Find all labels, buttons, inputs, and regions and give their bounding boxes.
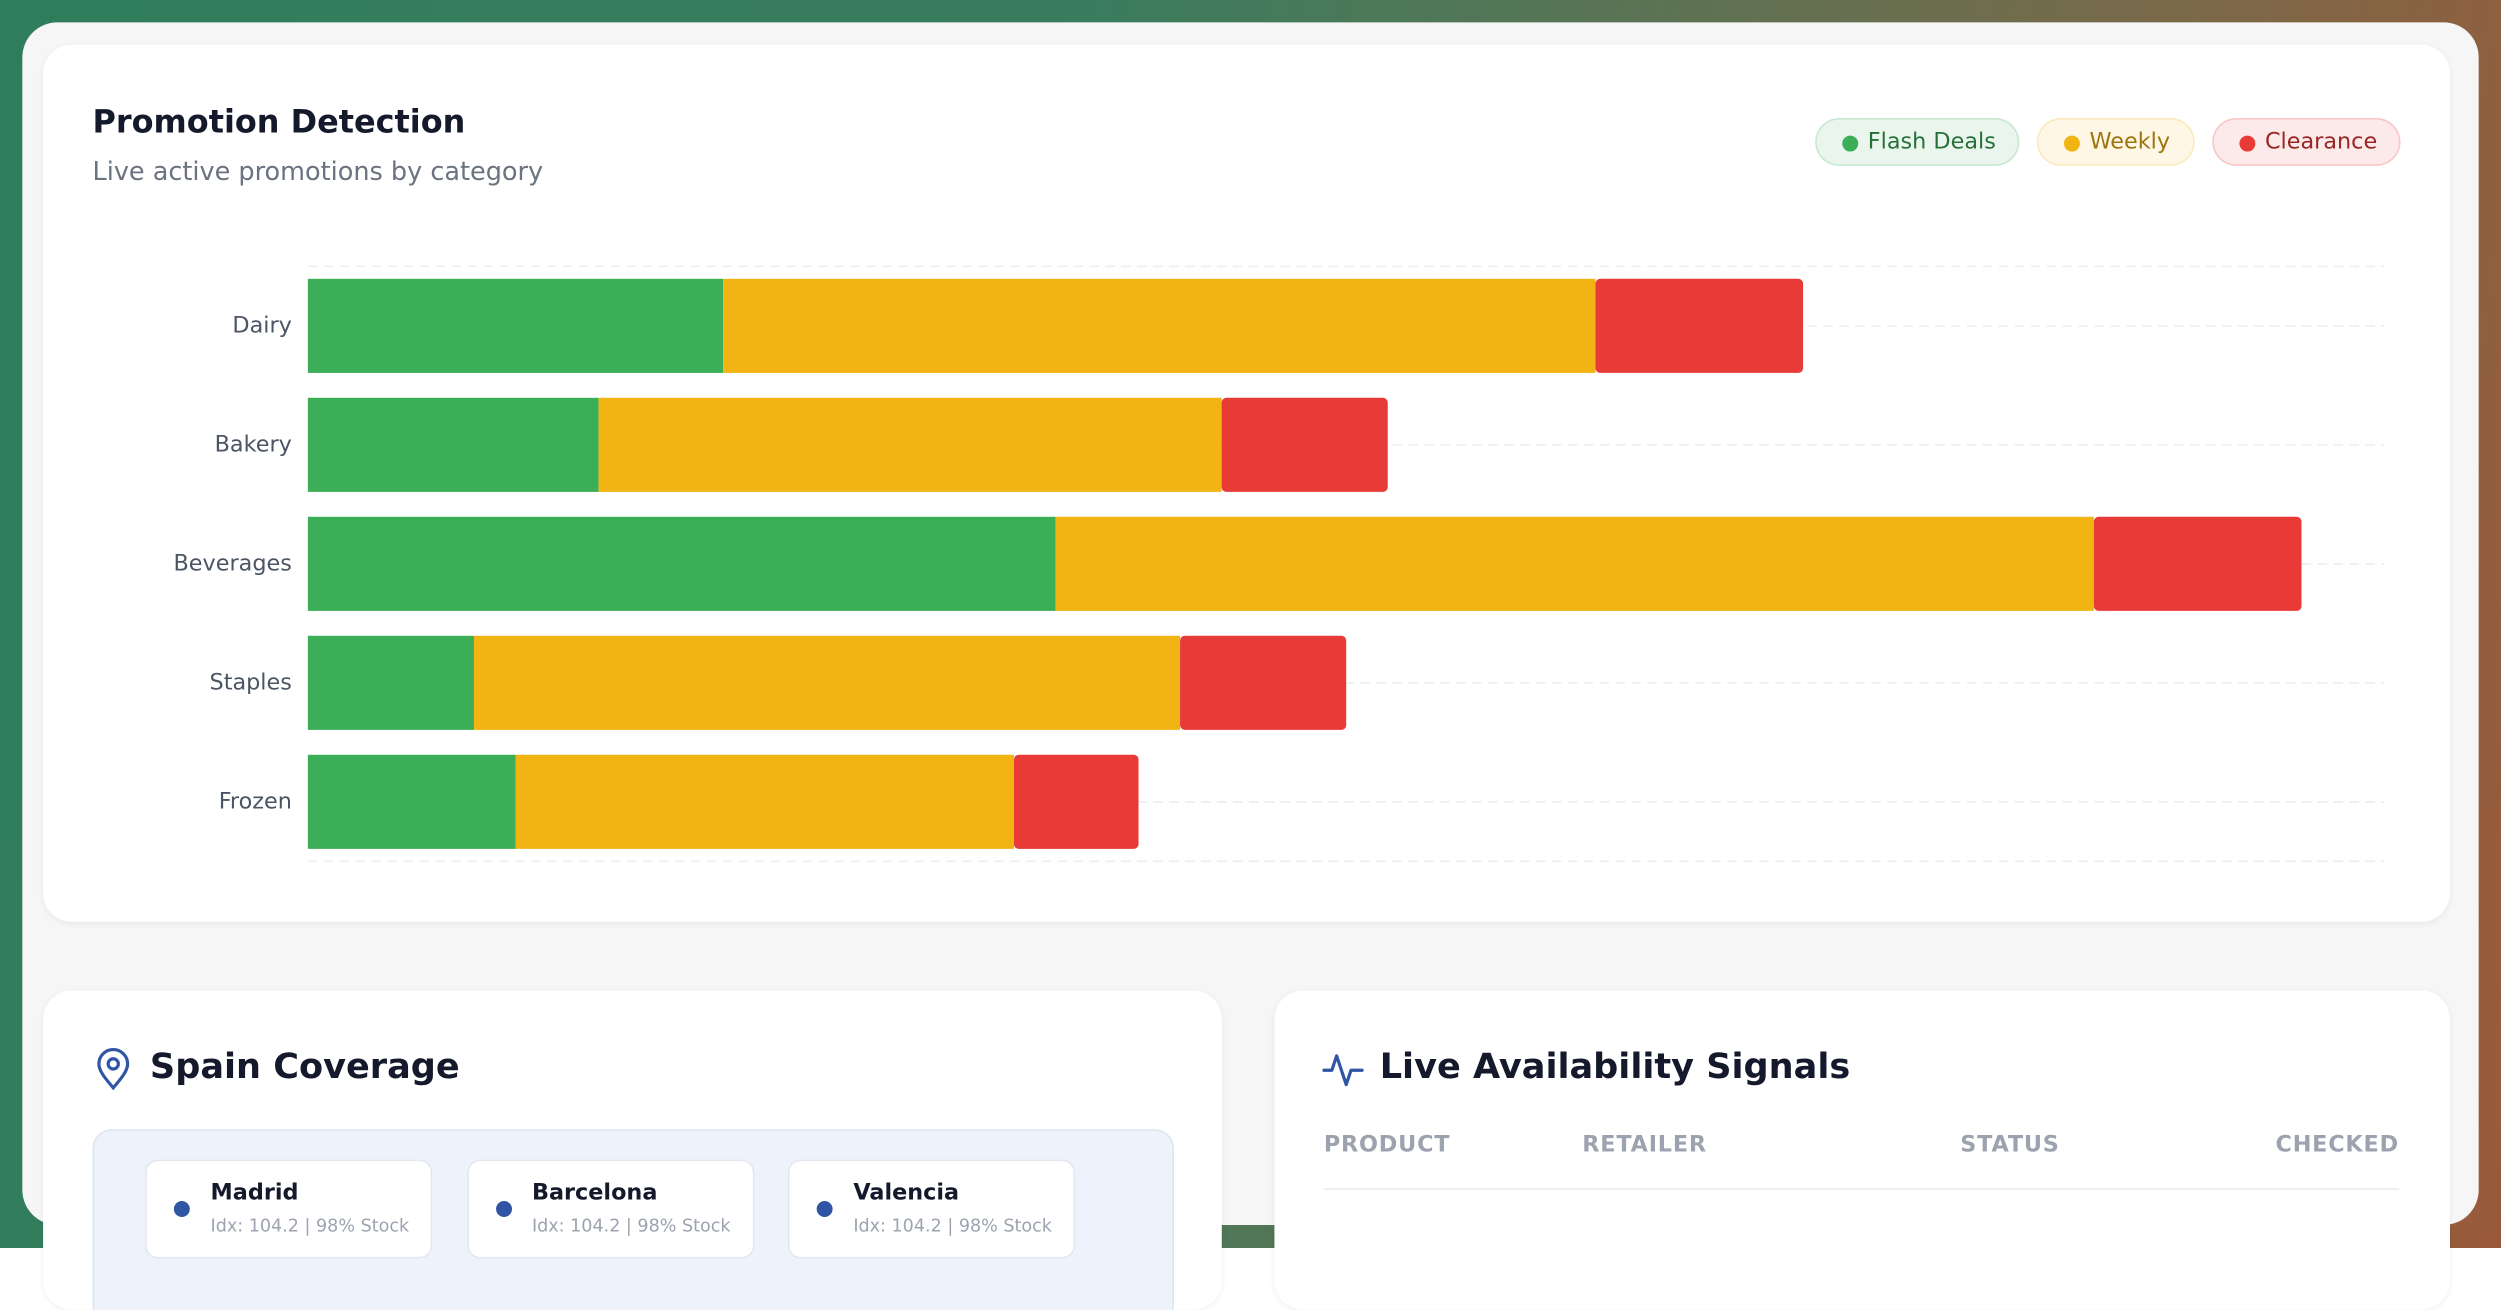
city-card: Madrid Idx: 104.2 | 98% Stock xyxy=(145,1159,433,1259)
legend-swatch xyxy=(1842,135,1859,152)
category-label: Dairy xyxy=(232,312,291,338)
city-dot xyxy=(173,1201,190,1218)
legend-label: Flash Deals xyxy=(1867,129,1996,155)
chart-subtitle: Live active promotions by category xyxy=(92,156,544,187)
city-dot xyxy=(816,1201,833,1218)
pin-icon xyxy=(97,1048,130,1091)
city-name: Madrid xyxy=(210,1180,299,1206)
city-detail: Idx: 104.2 | 98% Stock xyxy=(210,1215,410,1237)
legend-item: Weekly xyxy=(2036,118,2195,166)
city-detail: Idx: 104.2 | 98% Stock xyxy=(853,1215,1052,1237)
signals-title: Live Availability Signals xyxy=(1379,1047,1851,1088)
stage: Promotion Detection Live active promotio… xyxy=(43,44,2450,1310)
bar-segment xyxy=(473,635,1181,730)
signals-card: Live Availability Signals PRODUCT RETAILE… xyxy=(1274,990,2450,1310)
chart: Dairy Bakery Beverages Staples Frozen xyxy=(173,265,2385,863)
bar-segment xyxy=(307,516,1056,611)
legend-label: Clearance xyxy=(2264,129,2378,155)
bar-segment xyxy=(515,754,1014,849)
column-header: RETAILER xyxy=(1582,1132,1707,1158)
bar-segment xyxy=(307,397,599,492)
bar-segment xyxy=(723,278,1596,373)
city-box: Madrid Idx: 104.2 | 98% Stock Barcelona Idx… xyxy=(92,1129,1174,1310)
bar-segment xyxy=(1595,278,1804,373)
bar-segment xyxy=(1221,397,1388,492)
city-name: Valencia xyxy=(853,1180,960,1206)
legend-item: Clearance xyxy=(2212,118,2402,166)
bar-segment xyxy=(2093,516,2302,611)
bar-segment xyxy=(598,397,1222,492)
coverage-card: Spain Coverage Madrid Idx: 104.2 | 98% St… xyxy=(43,990,1222,1310)
column-header: CHECKED xyxy=(2275,1132,2399,1158)
bar-segment xyxy=(1180,635,1347,730)
city-card: Barcelona Idx: 104.2 | 98% Stock xyxy=(466,1159,754,1259)
city-detail: Idx: 104.2 | 98% Stock xyxy=(531,1215,731,1237)
bar-segment xyxy=(307,278,724,373)
city-card: Valencia Idx: 104.2 | 98% Stock xyxy=(787,1159,1076,1259)
legend-item: Flash Deals xyxy=(1815,118,2020,166)
city-name: Barcelona xyxy=(531,1180,658,1206)
bar-segment xyxy=(307,754,516,849)
category-label: Beverages xyxy=(173,550,291,576)
pulse-icon xyxy=(1322,1054,1364,1087)
category-label: Frozen xyxy=(219,788,292,814)
legend-swatch xyxy=(2063,135,2080,152)
chart-title: Promotion Detection xyxy=(92,102,466,141)
bar-segment xyxy=(307,635,474,730)
column-header: STATUS xyxy=(1960,1132,2060,1158)
coverage-title: Spain Coverage xyxy=(149,1047,460,1088)
category-label: Staples xyxy=(210,669,292,695)
legend-label: Weekly xyxy=(2089,129,2171,155)
category-label: Bakery xyxy=(215,431,292,457)
legend-swatch xyxy=(2239,135,2256,152)
bar-segment xyxy=(1013,754,1139,849)
column-header: PRODUCT xyxy=(1323,1132,1451,1158)
city-dot xyxy=(495,1201,512,1218)
header-rule xyxy=(1323,1188,2399,1190)
bar-segment xyxy=(1055,516,2094,611)
chart-card: Promotion Detection Live active promotio… xyxy=(43,44,2450,922)
